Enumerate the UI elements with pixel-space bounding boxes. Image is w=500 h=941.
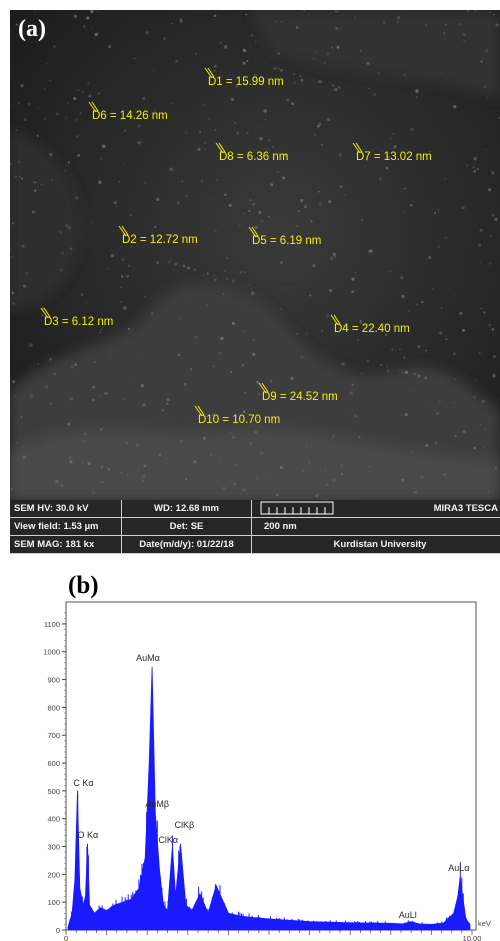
d1-marker bbox=[204, 67, 215, 79]
spectrum-noise bbox=[69, 709, 467, 930]
d2-label: D2 = 12.72 nm bbox=[122, 234, 198, 246]
y-tick-label-100: 100 bbox=[47, 898, 60, 907]
peak-label: AuMα bbox=[136, 653, 160, 664]
d10-label: D10 = 10.70 nm bbox=[198, 414, 281, 426]
peak-label: ClKα bbox=[158, 834, 179, 845]
detector: Det: SE bbox=[122, 518, 252, 536]
spectrum-area bbox=[67, 666, 471, 931]
sem-hv: SEM HV: 30.0 kV bbox=[10, 500, 122, 518]
y-tick-label-200: 200 bbox=[47, 870, 60, 879]
edx-chart: 0 100 200 300 400 500 600 700 800 900 1000 1100 0 10.… bbox=[43, 601, 491, 941]
sem-info-bar: SEM HV: 30.0 kV WD: 12.68 mm MIRA3 TESCA… bbox=[10, 500, 500, 554]
y-tick-label-0: 0 bbox=[56, 926, 60, 935]
y-tick-label-700: 700 bbox=[47, 731, 60, 740]
peak-label: ClKβ bbox=[174, 819, 195, 830]
d5-marker bbox=[248, 226, 259, 238]
x-tick-label-10: 10.00 bbox=[463, 934, 482, 941]
d2-marker bbox=[118, 225, 129, 237]
d3-marker bbox=[40, 307, 51, 319]
sem-image: (a) D1 = 15.99 nm D6 = 14.26 nm D8 = 6.36 … bbox=[10, 10, 500, 500]
instrument-name: MIRA3 TESCA bbox=[260, 500, 500, 518]
x-axis-unit: keV bbox=[478, 919, 491, 928]
y-tick-label-900: 900 bbox=[47, 676, 60, 685]
peak-label: AuLl bbox=[398, 909, 417, 920]
d8-label: D8 = 6.36 nm bbox=[219, 151, 289, 163]
d6-label: D6 = 14.26 nm bbox=[92, 110, 168, 122]
y-tick-label-800: 800 bbox=[47, 703, 60, 712]
panel-a-label: (a) bbox=[18, 16, 46, 42]
peak-label: AuMβ bbox=[145, 799, 169, 810]
y-tick-label-600: 600 bbox=[47, 759, 60, 768]
view-field: View field: 1.53 µm bbox=[10, 518, 122, 536]
y-tick-label-1100: 1100 bbox=[44, 620, 60, 629]
d1-label: D1 = 15.99 nm bbox=[208, 76, 284, 88]
d4-label: D4 = 22.40 nm bbox=[334, 323, 410, 335]
d7-label: D7 = 13.02 nm bbox=[356, 151, 432, 163]
sem-micrograph bbox=[10, 10, 500, 500]
scale-bar-cell bbox=[252, 500, 260, 518]
d8-marker bbox=[215, 142, 226, 154]
peak-label: O Kα bbox=[77, 829, 99, 840]
y-tick-label-300: 300 bbox=[47, 843, 60, 852]
d6-marker bbox=[88, 101, 99, 113]
d10-marker bbox=[194, 405, 205, 417]
d3-label: D3 = 6.12 nm bbox=[44, 316, 114, 328]
y-tick-label-500: 500 bbox=[47, 787, 60, 796]
scale-length: 200 nm bbox=[260, 518, 500, 536]
d5-label: D5 = 6.19 nm bbox=[252, 235, 322, 247]
d4-marker bbox=[330, 314, 341, 326]
plot-frame bbox=[65, 601, 477, 931]
institution: Kurdistan University bbox=[260, 536, 500, 554]
y-tick-label-1000: 1000 bbox=[43, 648, 60, 657]
panel-b-label: (b) bbox=[68, 572, 99, 599]
acquisition-date: Date(m/d/y): 01/22/18 bbox=[122, 536, 252, 554]
d9-marker bbox=[258, 382, 269, 394]
edx-spectrum: 0 100 200 300 400 500 600 700 800 900 1000 1100 0 10.… bbox=[0, 562, 500, 941]
peak-label: C Kα bbox=[73, 777, 94, 788]
working-distance: WD: 12.68 mm bbox=[122, 500, 252, 518]
scale-spacer bbox=[252, 518, 260, 536]
scale-bar bbox=[260, 501, 334, 515]
scale-spacer-2 bbox=[252, 536, 260, 554]
y-tick-label-400: 400 bbox=[47, 815, 60, 824]
d7-marker bbox=[352, 142, 363, 154]
peak-label: AuLα bbox=[448, 863, 470, 874]
x-tick-label-0: 0 bbox=[64, 934, 68, 941]
magnification: SEM MAG: 181 kx bbox=[10, 536, 122, 554]
d9-label: D9 = 24.52 nm bbox=[262, 391, 338, 403]
